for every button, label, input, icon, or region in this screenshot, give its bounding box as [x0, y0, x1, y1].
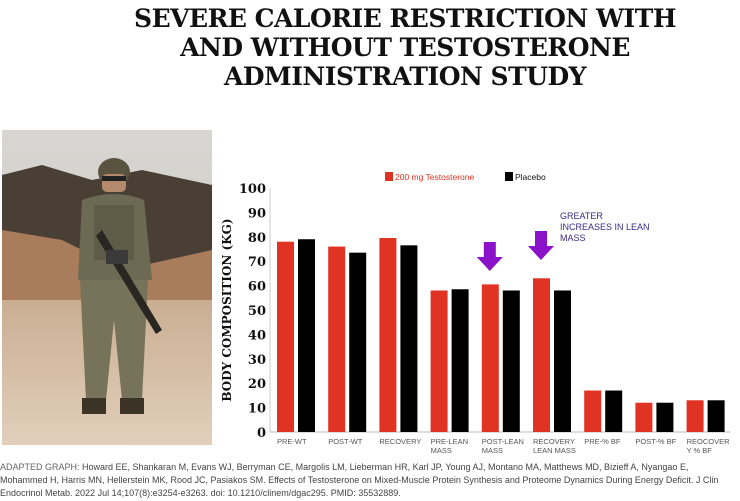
legend-swatch	[505, 172, 513, 181]
x-tick-label: LEAN MASS	[533, 446, 576, 455]
bar-placebo	[298, 239, 315, 432]
x-tick-label: PRE-LEAN	[431, 437, 469, 446]
y-tick-label: 90	[248, 206, 266, 221]
x-tick-label: PRE-% BF	[584, 437, 621, 446]
page-title: SEVERE CALORIE RESTRICTION WITH AND WITH…	[70, 4, 740, 91]
x-tick-label: MASS	[431, 446, 452, 455]
bar-placebo	[349, 252, 367, 432]
x-tick-label: MASS	[482, 446, 503, 455]
x-tick-label: POST-% BF	[635, 437, 676, 446]
bar-testosterone	[430, 290, 448, 432]
bar-placebo	[707, 400, 725, 432]
y-tick-label: 50	[248, 304, 266, 319]
legend-label: Placebo	[515, 172, 546, 182]
bar-testosterone	[686, 400, 704, 432]
bar-placebo	[656, 402, 674, 432]
caption-text: Howard EE, Shankaran M, Evans WJ, Berrym…	[0, 462, 719, 498]
x-tick-label: POST-WT	[328, 437, 363, 446]
down-arrow-icon	[476, 242, 503, 271]
soldier-photo	[2, 130, 212, 445]
bar-testosterone	[533, 278, 550, 432]
bar-placebo	[605, 390, 623, 432]
bar-chart: 0 10 20 30 40 50 60 70 80 90 100 BODY COMPOSITION (…	[220, 172, 731, 455]
annotation-text: MASS	[560, 233, 586, 243]
bar-testosterone	[635, 402, 653, 432]
caption-lead: ADAPTED GRAPH:	[0, 462, 80, 472]
soldier-figure	[78, 158, 162, 414]
bar-testosterone	[277, 241, 294, 432]
bar-placebo	[451, 289, 469, 432]
bar-placebo	[400, 245, 418, 432]
down-arrow-icon	[528, 231, 554, 260]
y-tick-label: 70	[248, 255, 266, 270]
y-tick-label: 30	[248, 353, 266, 368]
y-tick-label: 20	[248, 377, 266, 392]
citation-caption: ADAPTED GRAPH: Howard EE, Shankaran M, E…	[0, 461, 738, 500]
y-tick-label: 10	[248, 402, 266, 417]
bar-placebo	[554, 290, 571, 432]
bar-testosterone	[379, 238, 397, 432]
x-tick-label: POST-LEAN	[482, 437, 524, 446]
legend-label: 200 mg Testosterone	[395, 172, 474, 182]
x-tick-label: REOCOVER	[687, 437, 731, 446]
title-line: AND WITHOUT TESTOSTERONE	[180, 33, 630, 62]
bar-testosterone	[328, 246, 346, 432]
y-tick-label: 80	[248, 231, 266, 246]
x-tick-label: RECOVERY	[533, 437, 575, 446]
annotation-text: INCREASES IN LEAN	[560, 222, 650, 232]
x-tick-label: RECOVERY	[379, 437, 421, 446]
y-tick-label: 40	[248, 328, 266, 343]
y-axis-label: BODY COMPOSITION (KG)	[220, 218, 234, 401]
x-tick-label: Y % BF	[687, 446, 713, 455]
bar-testosterone	[481, 284, 499, 432]
legend-swatch	[385, 172, 393, 181]
y-tick-label: 100	[239, 182, 266, 197]
title-line: ADMINISTRATION STUDY	[223, 62, 587, 91]
x-tick-label: PRE-WT	[277, 437, 307, 446]
bar-placebo	[502, 290, 520, 432]
annotation-text: GREATER	[560, 211, 603, 221]
title-line: SEVERE CALORIE RESTRICTION WITH	[134, 4, 676, 33]
y-tick-label: 60	[248, 280, 266, 295]
bar-testosterone	[584, 390, 602, 432]
y-tick-label: 0	[257, 426, 266, 441]
